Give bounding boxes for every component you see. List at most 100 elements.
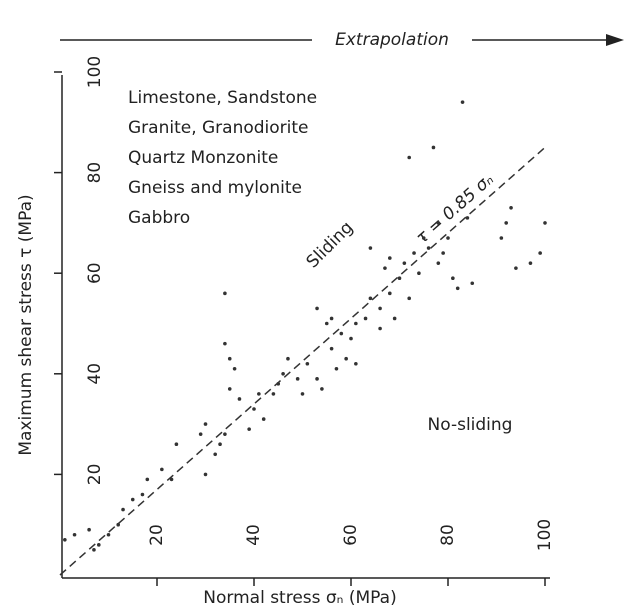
point [198, 432, 203, 436]
fit-line [59, 146, 546, 576]
point [436, 261, 441, 265]
point [174, 442, 179, 447]
point [169, 477, 174, 482]
point [87, 527, 91, 532]
point [218, 442, 222, 447]
point [504, 221, 509, 225]
point [407, 155, 412, 160]
point [237, 397, 242, 401]
point [276, 382, 281, 386]
x-axis-label: Normal stress σₙ (MPa) [203, 588, 396, 608]
rock-type: Granite, Granodiorite [128, 118, 309, 138]
point [63, 537, 67, 542]
point [388, 291, 392, 296]
point [305, 361, 310, 366]
point [363, 316, 368, 321]
y-tick-label: 40 [85, 363, 105, 385]
point [271, 392, 276, 396]
point [354, 361, 358, 366]
point [412, 251, 416, 255]
point [538, 251, 542, 255]
point [368, 246, 373, 250]
point [349, 336, 353, 341]
point [106, 532, 111, 537]
point [213, 452, 217, 457]
point [528, 261, 533, 265]
point [232, 366, 237, 371]
y-tick-label: 60 [85, 262, 105, 284]
point [320, 387, 324, 391]
point [451, 276, 455, 281]
point [378, 306, 382, 311]
point [92, 548, 96, 552]
y-tick-label: 20 [85, 464, 105, 486]
point [543, 221, 547, 225]
point [315, 377, 319, 381]
point [436, 221, 441, 225]
point [465, 216, 470, 220]
annotation: Sliding [303, 218, 358, 273]
point [470, 281, 475, 286]
point [130, 497, 135, 502]
point [441, 251, 445, 255]
x-tick-label: 20 [147, 524, 167, 546]
point [223, 432, 227, 436]
point [402, 261, 407, 265]
point [227, 356, 232, 361]
arrow-head [606, 34, 624, 46]
point [252, 407, 256, 411]
x-tick-label: 40 [244, 524, 264, 546]
point [334, 366, 339, 371]
rock-type: Gneiss and mylonite [128, 178, 302, 198]
rock-type: Limestone, Sandstone [128, 88, 317, 108]
point [383, 266, 387, 270]
point [257, 392, 261, 396]
y-tick-label: 100 [85, 56, 105, 88]
point [97, 543, 101, 547]
rock-type: Gabbro [128, 208, 190, 228]
point [354, 321, 358, 326]
x-tick-label: 60 [341, 524, 361, 546]
point [203, 422, 208, 426]
banner: Extrapolation [335, 30, 449, 50]
point [426, 246, 431, 250]
point [455, 286, 460, 291]
point [339, 331, 344, 336]
x-tick-label: 100 [535, 519, 555, 551]
point [509, 206, 513, 210]
point [397, 276, 402, 281]
point [499, 236, 504, 240]
point [227, 387, 232, 391]
point [72, 532, 77, 537]
point [446, 236, 450, 240]
point [223, 341, 227, 346]
point [261, 417, 266, 421]
point [203, 472, 208, 477]
point [421, 236, 426, 240]
point [431, 145, 436, 150]
point [388, 256, 392, 260]
point [368, 296, 373, 301]
point [324, 321, 329, 326]
point [460, 100, 465, 104]
x-tick-label: 80 [438, 524, 458, 546]
point [514, 266, 518, 270]
point [344, 356, 348, 361]
annotation: No-sliding [428, 415, 513, 435]
point [145, 477, 150, 482]
point [417, 271, 421, 276]
point [140, 492, 145, 497]
point [281, 372, 285, 376]
y-tick-label: 80 [85, 162, 105, 184]
point [295, 377, 300, 381]
point [329, 316, 334, 321]
point [116, 522, 120, 527]
point [121, 507, 125, 512]
point [247, 427, 251, 431]
rock-type: Quartz Monzonite [128, 148, 278, 168]
y-axis-label: Maximum shear stress τ (MPa) [16, 194, 36, 455]
point [160, 467, 164, 472]
point [315, 306, 319, 311]
fit-line-label: τ = 0.85 σₙ [412, 169, 497, 248]
